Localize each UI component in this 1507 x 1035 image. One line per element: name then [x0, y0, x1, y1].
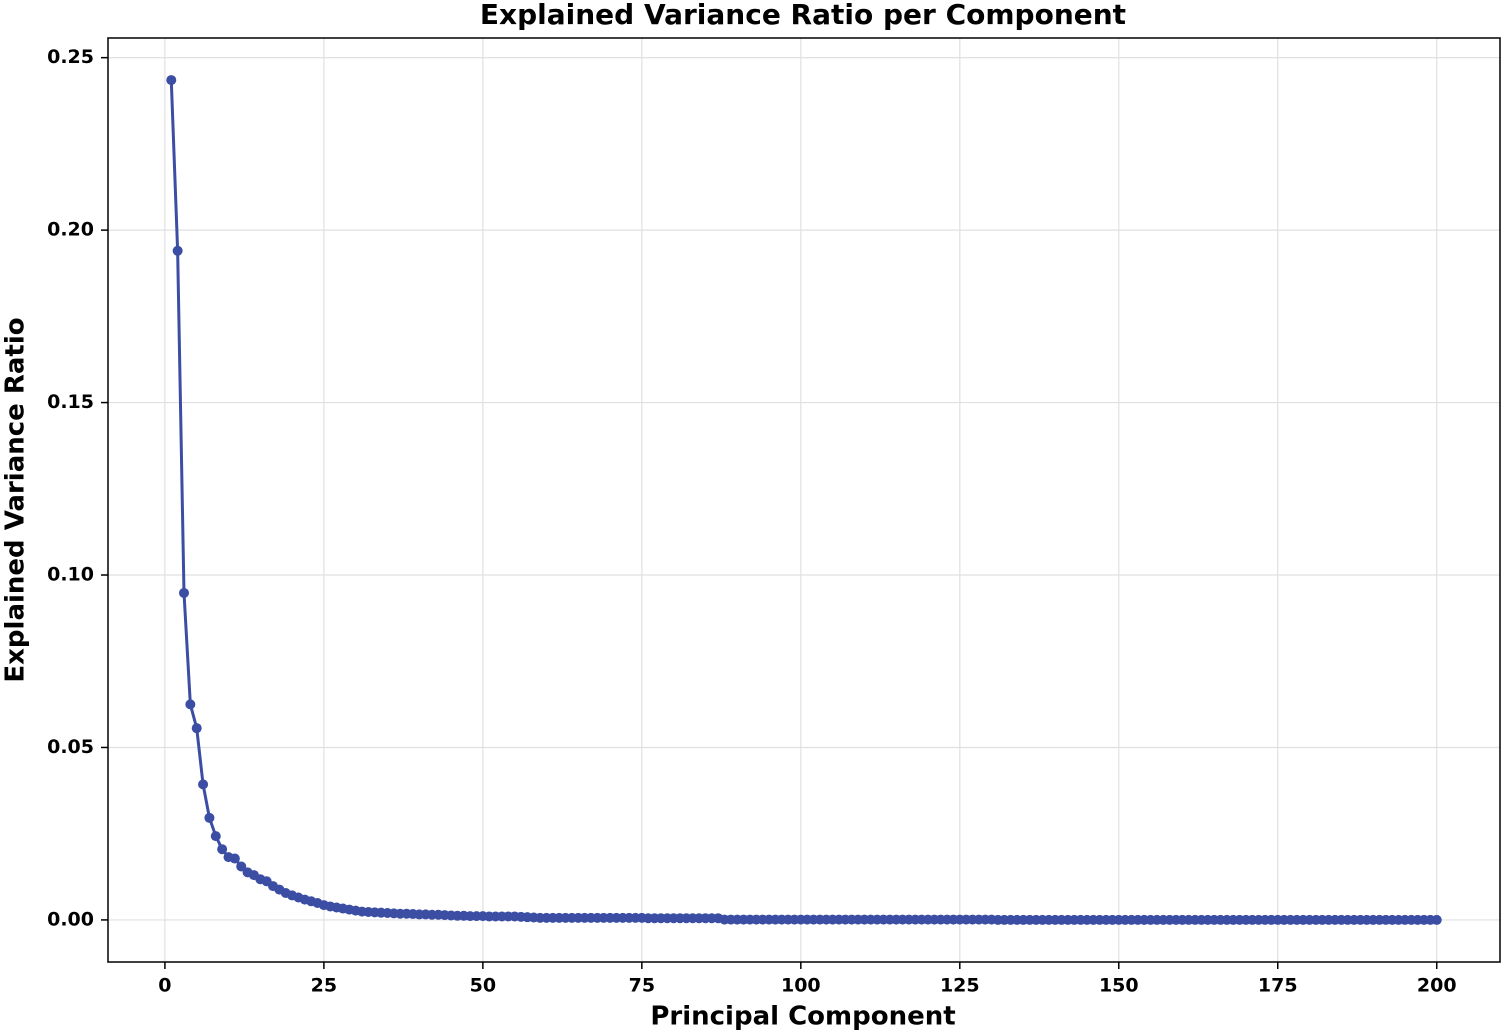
- point: [1431, 914, 1442, 925]
- x-axis-label: Principal Component: [650, 1002, 955, 1032]
- x-tick-label: 125: [940, 975, 980, 997]
- point: [229, 853, 240, 864]
- point: [191, 723, 202, 734]
- point: [236, 861, 247, 872]
- x-tick-label: 150: [1099, 975, 1139, 997]
- plot-frame: [107, 37, 1501, 963]
- point: [172, 245, 183, 256]
- chart-title: Explained Variance Ratio per Component: [480, 0, 1126, 31]
- y-tick-label: 0.10: [47, 564, 94, 586]
- point: [166, 75, 177, 86]
- y-tick-label: 0.20: [47, 219, 94, 241]
- point: [178, 587, 189, 598]
- point: [198, 779, 209, 790]
- x-tick-label: 75: [629, 975, 655, 997]
- y-tick-label: 0.00: [47, 908, 94, 930]
- y-tick-label: 0.15: [47, 391, 94, 413]
- point: [204, 812, 215, 823]
- x-tick-label: 100: [781, 975, 821, 997]
- point: [185, 699, 196, 710]
- y-axis-label: Explained Variance Ratio: [1, 317, 31, 682]
- series-line: [169, 80, 1437, 922]
- x-tick-label: 25: [311, 975, 337, 997]
- x-tick-label: 50: [470, 975, 496, 997]
- x-tick-label: 0: [158, 975, 171, 997]
- y-tick-label: 0.05: [47, 736, 94, 758]
- y-tick-label: 0.25: [47, 46, 94, 68]
- x-tick-label: 200: [1417, 975, 1457, 997]
- point: [210, 831, 221, 842]
- point: [217, 844, 228, 855]
- x-tick-label: 175: [1258, 975, 1298, 997]
